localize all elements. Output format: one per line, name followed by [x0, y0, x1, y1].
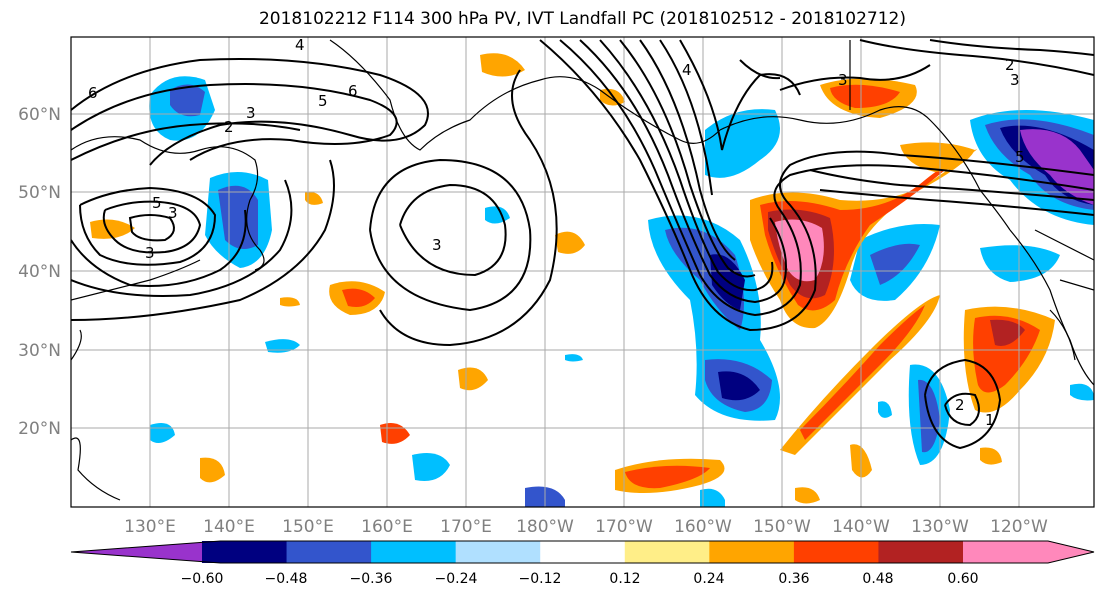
neg-anomaly-south-deep [718, 371, 760, 401]
colorbar-tick-label: −0.60 [181, 571, 224, 587]
contour-label: 2 [224, 118, 234, 136]
contour-labels: 4 5 6 6 3 2 3 5 3 3 4 3 2 3 5 2 1 [88, 36, 1025, 429]
contour-label: 5 [1015, 148, 1025, 166]
pos-anomaly-small-5 [200, 457, 225, 483]
colorbar-tick-labels: −0.60 −0.48 −0.36 −0.24 −0.12 0.12 0.24 … [181, 571, 979, 587]
pos-anomaly-band-core [800, 305, 925, 440]
colorbar-segment [371, 541, 457, 563]
colorbar-extend-min [71, 541, 221, 563]
lat-label: 50°N [18, 183, 61, 203]
neg-anomaly-small-7 [878, 401, 892, 418]
pv-contours [71, 39, 1094, 450]
neg-anomaly-kamchatka-core [170, 84, 205, 117]
lon-label: 140°W [832, 517, 890, 537]
colorbar-segment [709, 541, 795, 563]
latitude-labels: 60°N 50°N 40°N 30°N 20°N [18, 105, 61, 439]
neg-anomaly-small-4 [412, 452, 450, 481]
pos-anomaly-small-8 [795, 487, 820, 504]
lon-label: 140°E [203, 517, 255, 537]
colorbar-outline [70, 540, 1095, 564]
contour-label: 3 [168, 204, 178, 222]
colorbar [70, 540, 1095, 564]
colorbar-segment [455, 541, 541, 563]
figure-title: 2018102212 F114 300 hPa PV, IVT Landfall… [258, 9, 906, 29]
colorbar-segment [202, 541, 288, 563]
pos-anomaly-small-1 [480, 53, 525, 77]
neg-anomaly-small-9 [565, 354, 583, 362]
colorbar-tick-label: −0.36 [350, 571, 393, 587]
contour-label: 1 [985, 411, 995, 429]
colorbar-tick-label: −0.24 [435, 571, 478, 587]
neg-anomaly-small-8 [1070, 383, 1094, 401]
neg-anomaly-small-1 [265, 339, 300, 353]
lon-label: 150°W [753, 517, 811, 537]
colorbar-tick-label: −0.48 [265, 571, 308, 587]
neg-anomaly-jp-core [218, 185, 258, 249]
lat-label: 60°N [18, 105, 61, 125]
lon-label: 130°E [124, 517, 176, 537]
lat-label: 20°N [18, 419, 61, 439]
neg-anomaly-small-6 [700, 488, 725, 507]
contour-label: 3 [1010, 71, 1020, 89]
contour-label: 3 [246, 104, 256, 122]
colorbar-tick-label: 0.36 [778, 571, 809, 587]
colorbar-segment [624, 541, 710, 563]
contour-label: 5 [318, 92, 328, 110]
lon-label: 180°W [516, 517, 574, 537]
lon-label: 160°W [674, 517, 732, 537]
lon-label: 170°W [595, 517, 653, 537]
colorbar-tick-label: −0.12 [519, 571, 562, 587]
colorbar-tick-label: 0.12 [609, 571, 640, 587]
contour-label: 5 [152, 194, 162, 212]
colorbar-tick-label: 0.48 [862, 571, 893, 587]
pos-anomaly-small-9 [980, 447, 1002, 465]
contour-label: 4 [295, 36, 305, 54]
pos-anomaly-small-2 [555, 231, 585, 254]
contour-label: 3 [145, 244, 155, 262]
contour-label: 2 [955, 396, 965, 414]
contour-label: 2 [1005, 56, 1015, 74]
neg-anomaly-ne-purple [1020, 129, 1094, 205]
contour-label: 6 [348, 82, 358, 100]
lon-label: 150°E [282, 517, 334, 537]
contour-label: 3 [432, 236, 442, 254]
coastlines [71, 39, 1094, 501]
pos-anomaly-small-10 [280, 297, 300, 307]
colorbar-segment [793, 541, 879, 563]
pos-anomaly-coast-dark [990, 319, 1025, 346]
contour-label: 6 [88, 84, 98, 102]
neg-anomaly-gulf-alaska [705, 109, 780, 178]
lon-label: 130°W [911, 517, 969, 537]
pos-anomaly-w-core [342, 288, 375, 307]
colorbar-extend-max [1048, 541, 1094, 563]
lat-label: 40°N [18, 262, 61, 282]
longitude-labels: 130°E 140°E 150°E 160°E 170°E 180°W 170°… [124, 517, 1048, 537]
pv-shading [90, 53, 1094, 507]
neg-anomaly-central-core [665, 227, 744, 330]
lon-label: 170°E [440, 517, 492, 537]
colorbar-segment [540, 541, 626, 563]
lon-label: 120°W [990, 517, 1048, 537]
map-frame [70, 36, 1095, 508]
colorbar-segment [878, 541, 964, 563]
contour-label: 3 [838, 71, 848, 89]
colorbar-segment [286, 541, 372, 563]
pos-anomaly-small-6 [90, 219, 135, 239]
lat-label: 30°N [18, 341, 61, 361]
neg-anomaly-east-core [870, 243, 920, 285]
pos-anomaly-south-core [625, 465, 710, 489]
colorbar-segment [963, 541, 1048, 563]
colorbar-tick-label: 0.24 [693, 571, 724, 587]
contour-label: 4 [682, 61, 692, 79]
lon-label: 160°E [361, 517, 413, 537]
pos-anomaly-small-11 [305, 191, 323, 205]
colorbar-tick-label: 0.60 [947, 571, 978, 587]
pos-anomaly-alaska-core [830, 84, 900, 108]
